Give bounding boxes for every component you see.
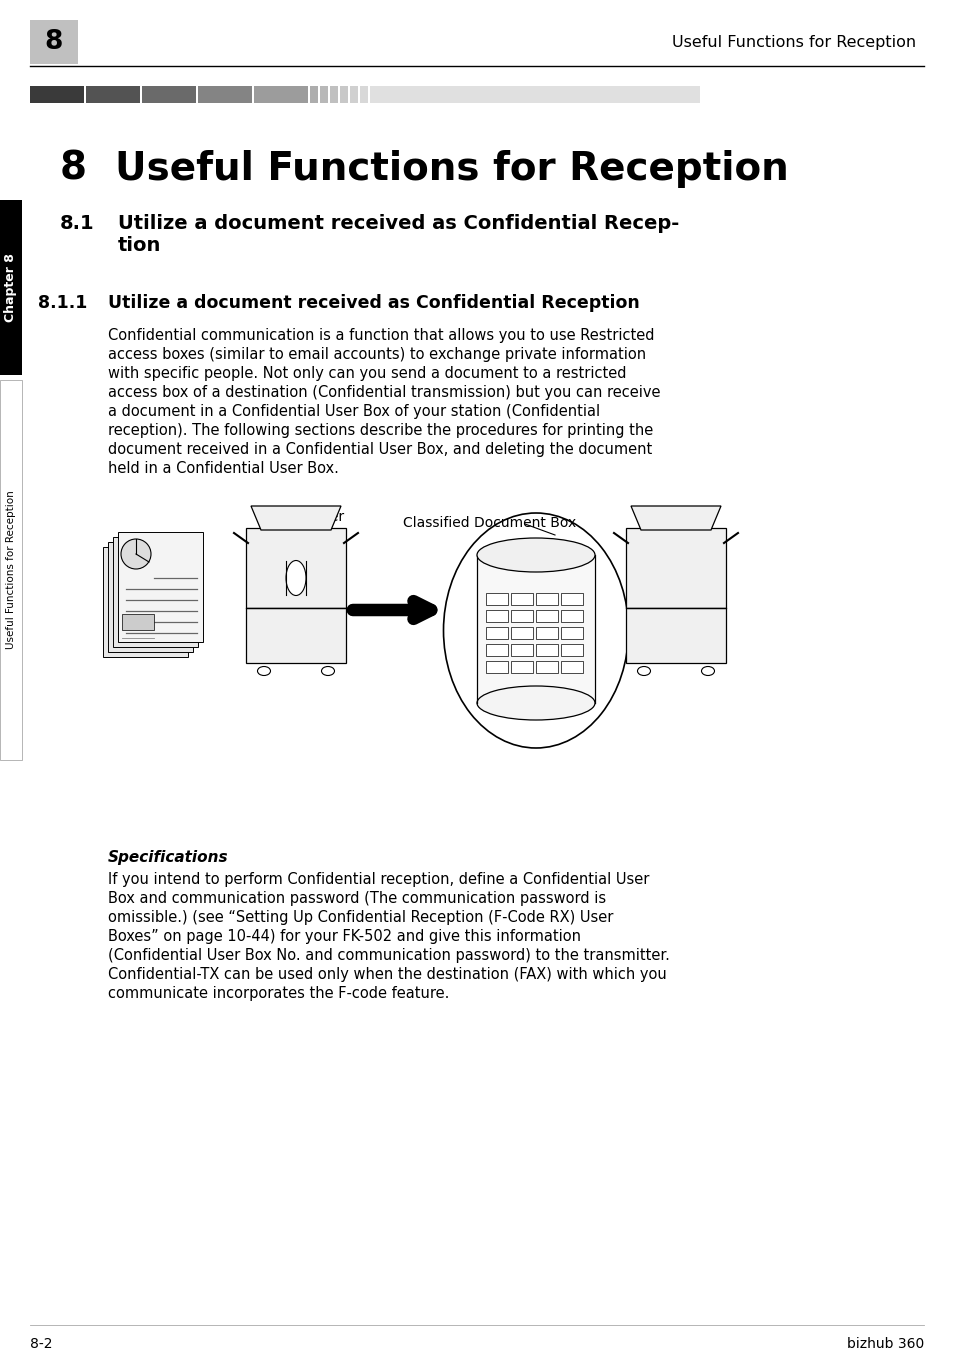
Text: Receiver: Receiver — [649, 510, 709, 525]
Text: Useful Functions for Reception: Useful Functions for Reception — [6, 491, 16, 649]
Ellipse shape — [286, 561, 306, 595]
Polygon shape — [251, 506, 340, 530]
Bar — [560, 594, 582, 604]
Bar — [253, 87, 308, 103]
Bar — [536, 661, 558, 673]
Text: Box and communication password (The communication password is: Box and communication password (The comm… — [108, 891, 605, 906]
Text: Useful Functions for Reception: Useful Functions for Reception — [115, 150, 788, 188]
Text: access boxes (similar to email accounts) to exchange private information: access boxes (similar to email accounts)… — [108, 347, 645, 362]
Polygon shape — [630, 506, 720, 530]
Text: Specifications: Specifications — [108, 850, 229, 865]
Text: document received in a Confidential User Box, and deleting the document: document received in a Confidential User… — [108, 442, 652, 457]
Bar — [485, 661, 507, 673]
Text: Boxes” on page 10-44) for your FK-502 and give this information: Boxes” on page 10-44) for your FK-502 an… — [108, 929, 580, 944]
Bar — [86, 87, 140, 103]
Text: held in a Confidential User Box.: held in a Confidential User Box. — [108, 461, 338, 476]
Bar — [122, 614, 153, 630]
Bar — [108, 542, 193, 652]
Bar — [485, 627, 507, 639]
Text: 8: 8 — [60, 150, 87, 188]
Text: 8: 8 — [45, 28, 63, 55]
Ellipse shape — [700, 667, 714, 676]
Text: 8.1: 8.1 — [60, 214, 94, 233]
Bar — [310, 87, 317, 103]
Text: Utilize a document received as Confidential Recep-: Utilize a document received as Confident… — [118, 214, 679, 233]
Bar — [560, 627, 582, 639]
Bar — [536, 644, 558, 656]
Text: Chapter 8: Chapter 8 — [5, 253, 17, 322]
Bar — [536, 610, 558, 622]
Text: Utilize a document received as Confidential Reception: Utilize a document received as Confident… — [108, 293, 639, 312]
Text: Confidential communication is a function that allows you to use Restricted: Confidential communication is a function… — [108, 329, 654, 343]
Bar — [30, 20, 78, 64]
Bar — [625, 529, 725, 608]
Bar — [511, 661, 533, 673]
Text: 8.1.1: 8.1.1 — [38, 293, 88, 312]
Text: communicate incorporates the F-code feature.: communicate incorporates the F-code feat… — [108, 986, 449, 1000]
Text: tion: tion — [118, 237, 161, 256]
Bar — [359, 87, 368, 103]
Ellipse shape — [476, 685, 595, 721]
Text: with specific people. Not only can you send a document to a restricted: with specific people. Not only can you s… — [108, 366, 626, 381]
Bar — [477, 556, 594, 702]
Ellipse shape — [321, 667, 335, 676]
Bar — [198, 87, 252, 103]
Bar — [319, 87, 328, 103]
Ellipse shape — [637, 667, 650, 676]
Bar — [103, 548, 188, 657]
Bar — [142, 87, 195, 103]
Bar — [560, 610, 582, 622]
Bar — [485, 644, 507, 656]
Bar — [370, 87, 700, 103]
Bar — [112, 537, 198, 648]
Bar — [511, 594, 533, 604]
Bar — [511, 644, 533, 656]
Bar — [485, 594, 507, 604]
Bar — [246, 608, 346, 662]
Text: omissible.) (see “Setting Up Confidential Reception (F-Code RX) User: omissible.) (see “Setting Up Confidentia… — [108, 910, 613, 925]
Bar — [511, 627, 533, 639]
Text: Confidential-TX can be used only when the destination (FAX) with which you: Confidential-TX can be used only when th… — [108, 967, 666, 982]
Bar — [246, 529, 346, 608]
Bar — [0, 200, 22, 375]
Text: If you intend to perform Confidential reception, define a Confidential User: If you intend to perform Confidential re… — [108, 872, 649, 887]
Bar — [350, 87, 357, 103]
Ellipse shape — [476, 538, 595, 572]
Bar — [560, 661, 582, 673]
Bar — [485, 610, 507, 622]
Text: a document in a Confidential User Box of your station (Confidential: a document in a Confidential User Box of… — [108, 404, 599, 419]
Text: Classified Document Box: Classified Document Box — [403, 516, 576, 530]
Text: 8-2: 8-2 — [30, 1337, 52, 1351]
Bar — [0, 380, 22, 760]
Text: Useful Functions for Reception: Useful Functions for Reception — [671, 35, 915, 50]
Bar — [625, 608, 725, 662]
Bar — [339, 87, 348, 103]
Bar — [330, 87, 337, 103]
Text: (Confidential User Box No. and communication password) to the transmitter.: (Confidential User Box No. and communica… — [108, 948, 669, 963]
Bar — [118, 531, 203, 642]
Text: access box of a destination (Confidential transmission) but you can receive: access box of a destination (Confidentia… — [108, 385, 659, 400]
Bar — [536, 594, 558, 604]
Bar — [560, 644, 582, 656]
Ellipse shape — [121, 539, 151, 569]
Text: bizhub 360: bizhub 360 — [846, 1337, 923, 1351]
Text: reception). The following sections describe the procedures for printing the: reception). The following sections descr… — [108, 423, 653, 438]
Text: Sender: Sender — [295, 510, 344, 525]
Bar — [30, 87, 84, 103]
Ellipse shape — [257, 667, 271, 676]
Bar — [536, 627, 558, 639]
Bar — [511, 610, 533, 622]
